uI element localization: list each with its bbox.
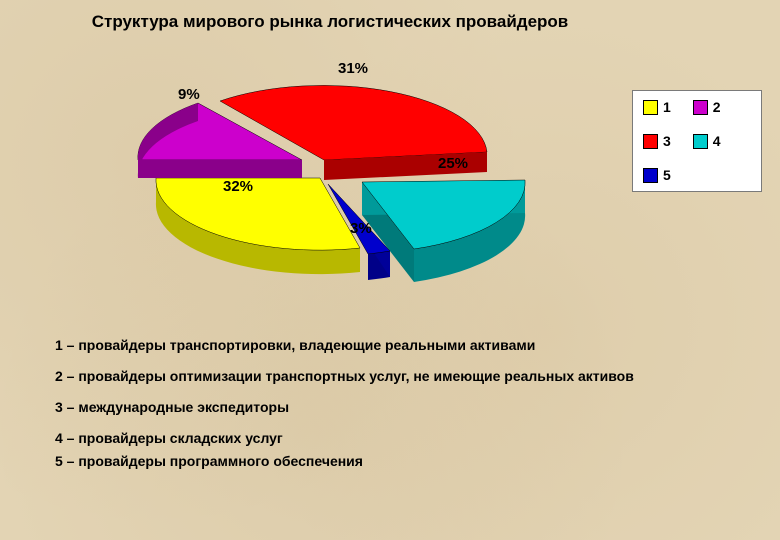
slice-1: [156, 178, 360, 274]
legend: 1 2 3 4 5: [632, 90, 762, 192]
legend-item-1: 1: [643, 99, 671, 115]
swatch-1: [643, 100, 658, 115]
pct-label-1: 32%: [223, 178, 253, 195]
pie-chart: 31% 9% 25% 32% 3%: [60, 50, 580, 300]
swatch-3: [643, 134, 658, 149]
legend-label-2: 2: [713, 99, 721, 115]
desc-5: 5 – провайдеры программного обеспечения: [55, 451, 700, 472]
pct-label-5: 3%: [350, 220, 372, 237]
desc-3: 3 – международные экспедиторы: [55, 397, 700, 418]
desc-1: 1 – провайдеры транспортировки, владеющи…: [55, 335, 700, 356]
legend-item-2: 2: [693, 99, 721, 115]
desc-4: 4 – провайдеры складских услуг: [55, 428, 700, 449]
descriptions: 1 – провайдеры транспортировки, владеющи…: [55, 335, 700, 482]
legend-label-1: 1: [663, 99, 671, 115]
swatch-5: [643, 168, 658, 183]
legend-item-4: 4: [693, 133, 721, 149]
pct-label-3: 31%: [338, 60, 368, 77]
swatch-2: [693, 100, 708, 115]
pct-label-4: 25%: [438, 155, 468, 172]
desc-2: 2 – провайдеры оптимизации транспортных …: [55, 366, 700, 387]
pct-label-2: 9%: [178, 86, 200, 103]
legend-item-3: 3: [643, 133, 671, 149]
chart-title: Структура мирового рынка логистических п…: [0, 12, 660, 32]
swatch-4: [693, 134, 708, 149]
legend-label-4: 4: [713, 133, 721, 149]
legend-label-5: 5: [663, 167, 671, 183]
legend-label-3: 3: [663, 133, 671, 149]
legend-item-5: 5: [643, 167, 671, 183]
